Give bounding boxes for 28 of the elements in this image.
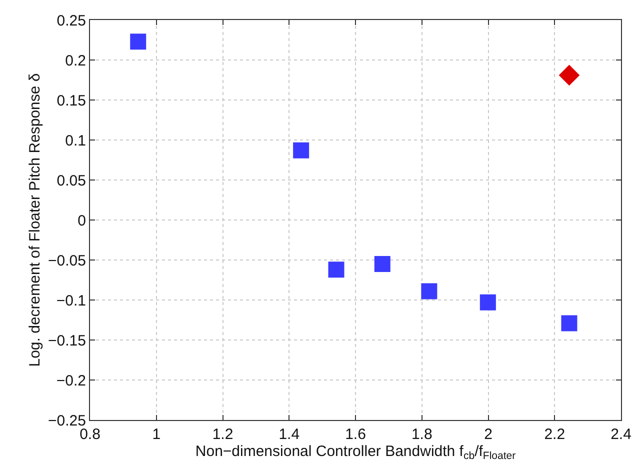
x-tick-label: 1.4: [278, 426, 300, 443]
point: [293, 142, 310, 158]
y-tick-label: 0.1: [65, 132, 86, 150]
x-tick-label: 1.8: [411, 426, 432, 443]
point: [328, 262, 344, 278]
y-tick-label: 0.25: [56, 12, 86, 30]
x-tick-label: 2: [484, 426, 492, 443]
point: [480, 294, 496, 310]
y-tick-label: 0.2: [65, 52, 86, 70]
y-tick-label: 0.15: [56, 92, 86, 110]
y-tick-label: −0.05: [48, 252, 86, 270]
x-axis-title: Non−dimensional Controller Bandwidth f$_{cb}$/f$_{Floater}$: [195, 443, 516, 462]
point: [421, 283, 438, 300]
x-tick-label: 2.4: [610, 426, 632, 443]
point: [374, 256, 390, 272]
point: [561, 315, 578, 332]
y-tick-label: 0.05: [56, 172, 86, 190]
y-tick-label: −0.15: [48, 332, 86, 350]
point: [130, 34, 146, 50]
y-tick-label: −0.1: [56, 292, 86, 310]
x-tick-label: 1.6: [345, 426, 366, 443]
y-tick-label: 0: [78, 212, 86, 230]
x-tick-label: 1.2: [212, 426, 234, 443]
x-tick-label: 1: [152, 426, 161, 443]
x-tick-label: 2.2: [544, 426, 566, 443]
y-axis-title: Log. decrement of Floater Pitch Response δ: [26, 73, 44, 367]
y-tick-label: −0.2: [56, 372, 86, 390]
point: [558, 64, 580, 86]
